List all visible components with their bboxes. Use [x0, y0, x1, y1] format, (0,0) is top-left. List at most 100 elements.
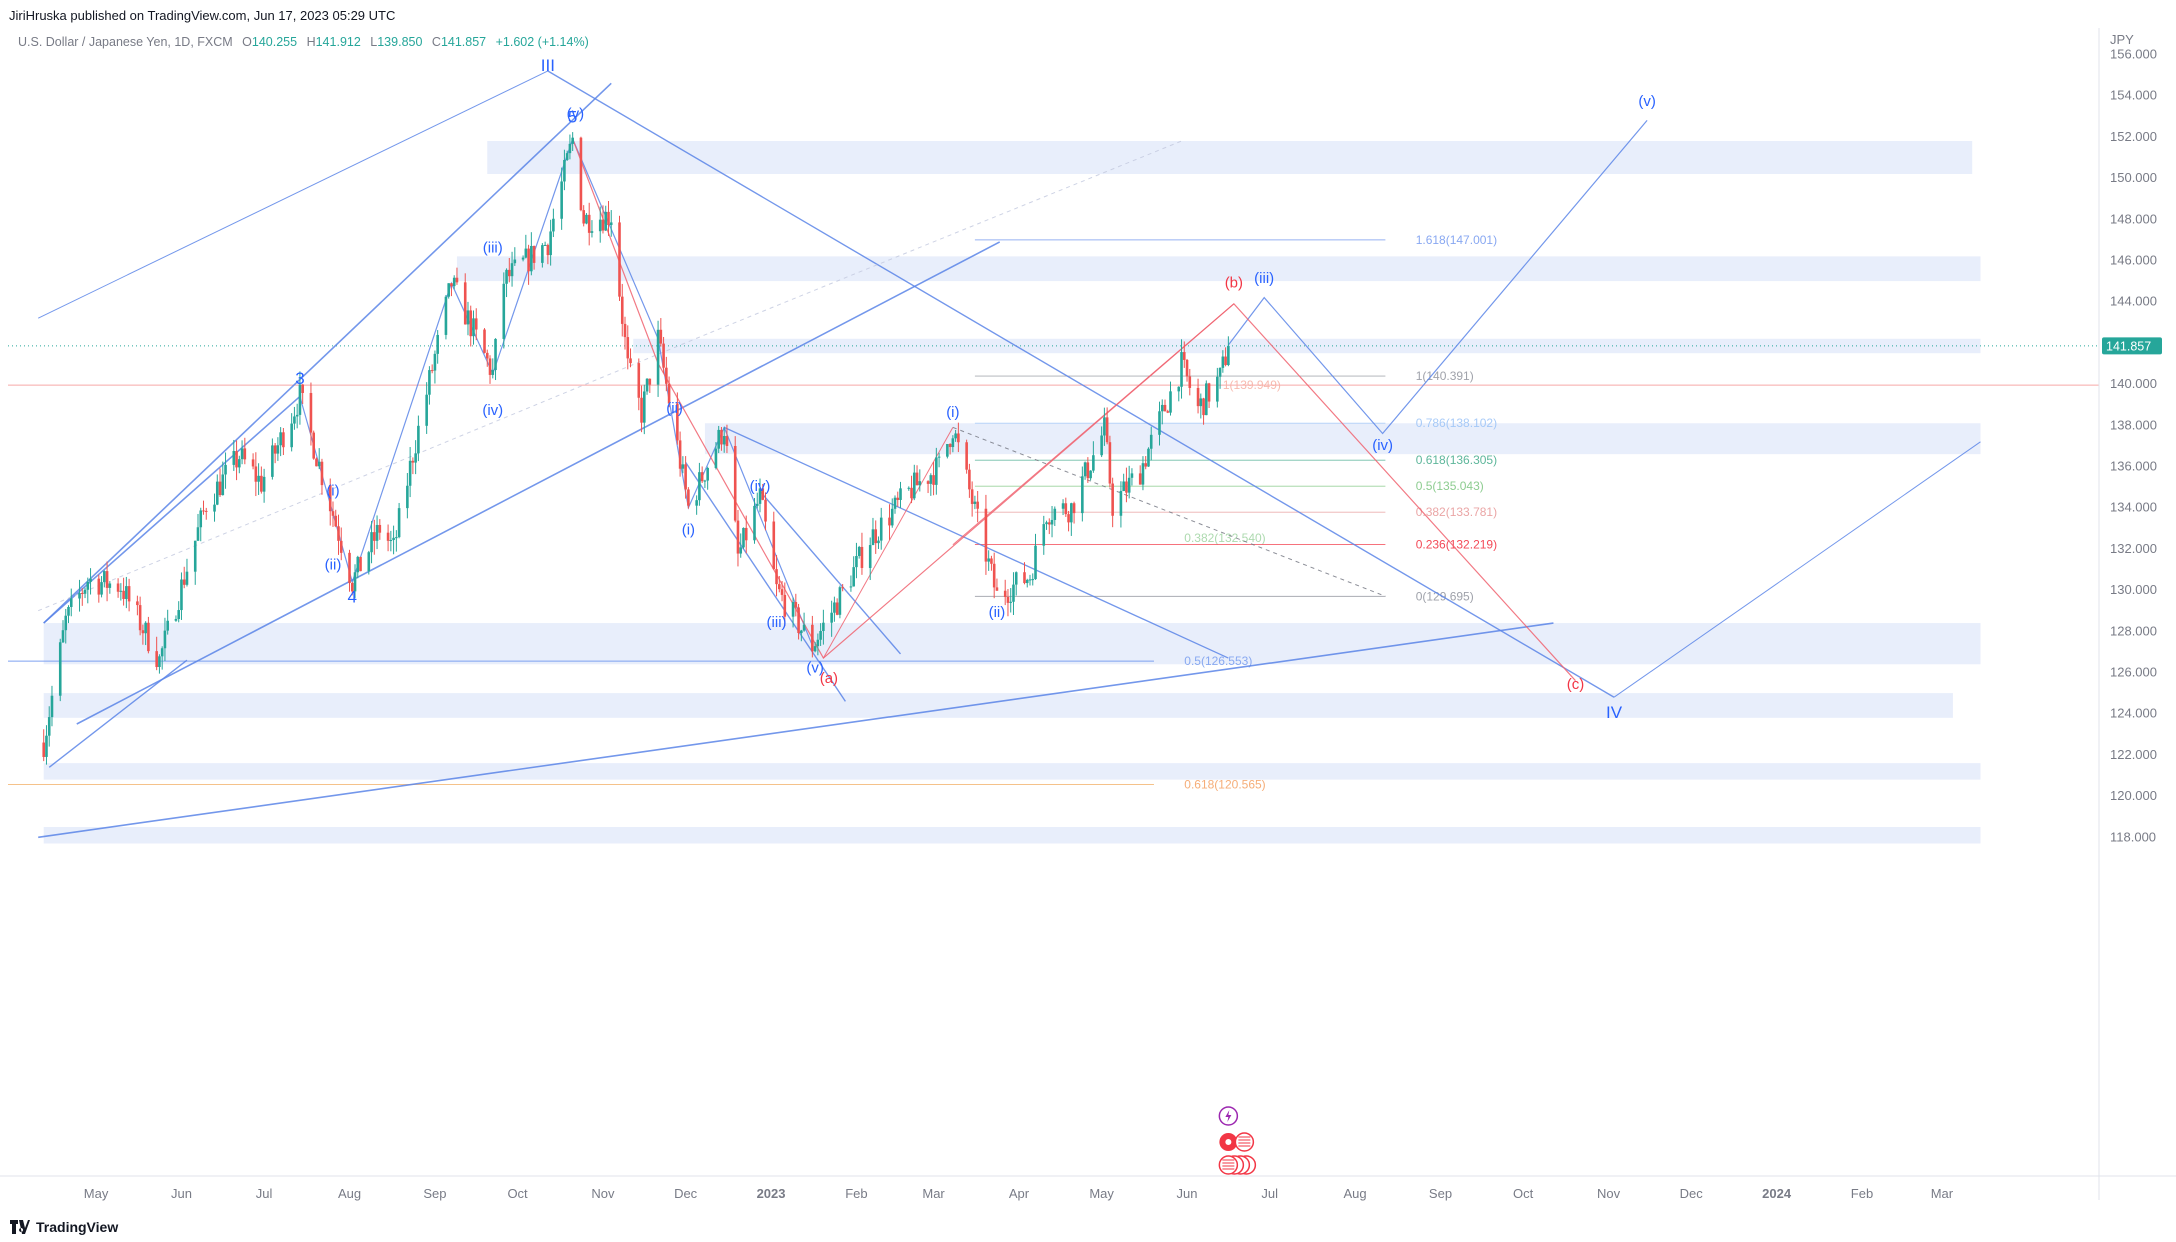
candle-body — [822, 622, 825, 631]
candle-body — [1216, 376, 1219, 402]
candle-body — [224, 464, 227, 475]
candle-body — [1028, 579, 1032, 581]
candle-body — [667, 383, 671, 404]
candle-body — [1006, 596, 1010, 603]
candle-body — [871, 529, 875, 546]
support-resistance-zone — [43, 693, 1953, 718]
month-tick-label: Nov — [1597, 1186, 1621, 1201]
candle-body — [698, 472, 701, 501]
candle-body — [800, 630, 803, 634]
symbol-title: U.S. Dollar / Japanese Yen, 1D, FXCM — [18, 35, 233, 49]
close-value: 141.857 — [441, 35, 486, 49]
wave-label: (iii) — [767, 614, 787, 631]
candle-body — [389, 540, 393, 542]
candle-body — [1092, 455, 1095, 471]
candle-body — [830, 612, 833, 623]
tradingview-brand[interactable]: TradingView — [10, 1219, 118, 1235]
candle-body — [623, 323, 627, 338]
candle-body — [359, 556, 362, 572]
candle-body — [932, 475, 935, 485]
price-axis[interactable]: 156.000 154.000 152.000 150.000 148.000 146.0… — [2110, 47, 2157, 845]
candle-body — [240, 448, 244, 460]
economic-event-icon[interactable] — [1219, 1132, 1255, 1152]
candle-body — [852, 567, 855, 587]
price-tick-label: 130.000 — [2110, 582, 2157, 597]
month-tick-label: Sep — [1429, 1186, 1452, 1201]
candle-body — [1144, 463, 1148, 467]
candle-body — [334, 515, 338, 527]
high-value: 141.912 — [316, 35, 361, 49]
event-icons-layer[interactable] — [1218, 1106, 1257, 1175]
candle-body — [430, 370, 434, 372]
candle-body — [797, 607, 800, 634]
candle-body — [375, 524, 379, 541]
candle-body — [973, 501, 977, 504]
wave-label: (b) — [1225, 274, 1243, 291]
lightning-event-icon[interactable] — [1218, 1106, 1239, 1126]
month-tick-label: Aug — [1344, 1186, 1367, 1201]
candle-body — [772, 521, 776, 570]
candle-body — [720, 429, 723, 445]
fib-level-label: 0.618(136.305) — [1416, 453, 1497, 467]
candle-body — [855, 556, 858, 568]
candle-body — [700, 472, 704, 482]
candle-body — [890, 508, 894, 526]
channel-lower-2 — [76, 241, 1001, 725]
support-resistance-zone — [43, 623, 1981, 665]
candle-body — [1050, 519, 1054, 525]
candle-body — [1012, 584, 1015, 602]
candle-body — [337, 526, 340, 541]
candle-body — [339, 540, 343, 553]
candle-body — [472, 318, 475, 337]
candle-body — [144, 622, 147, 634]
candle-body — [1042, 524, 1046, 546]
candle-body — [1221, 356, 1225, 368]
symbol-legend[interactable]: U.S. Dollar / Japanese Yen, 1D, FXCM O14… — [18, 35, 589, 49]
candle-body — [794, 602, 798, 608]
close-label: C — [432, 35, 441, 49]
price-tick-label: 136.000 — [2110, 459, 2157, 474]
candle-body — [202, 510, 205, 512]
candle-body — [604, 211, 608, 231]
candle-body — [193, 540, 197, 572]
candle-body — [695, 500, 698, 506]
candle-body — [238, 459, 241, 468]
candle-body — [160, 648, 164, 657]
wave-label: (iv) — [750, 478, 771, 495]
candle-body — [926, 481, 930, 484]
low-label: L — [370, 35, 377, 49]
candle-body — [1108, 442, 1112, 484]
candle-body — [295, 414, 299, 417]
month-tick-label: Oct — [1513, 1186, 1534, 1201]
candle-body — [912, 472, 916, 499]
candle-body — [549, 231, 552, 256]
candle-body — [1119, 491, 1123, 516]
candle-body — [1199, 398, 1203, 407]
candle-body — [1072, 503, 1076, 514]
candle-body — [1138, 473, 1142, 485]
open-value: 140.255 — [252, 35, 297, 49]
candle-body — [417, 425, 420, 454]
candle-body — [1149, 434, 1153, 449]
candle-body — [1070, 503, 1073, 523]
candle-body — [320, 461, 324, 486]
time-axis[interactable]: May Jun Jul Aug Sep Oct Nov Dec 2023 Feb Mar Apr May… — [84, 1186, 1954, 1201]
candle-body — [309, 392, 313, 433]
candle-body — [97, 578, 101, 595]
candle-body — [474, 318, 478, 330]
stacked-events-icon[interactable] — [1218, 1155, 1257, 1175]
candle-body — [629, 358, 632, 364]
candle-body — [527, 248, 530, 272]
candle-body — [590, 231, 594, 233]
candle-body — [601, 219, 605, 231]
candle-body — [466, 310, 470, 325]
candle-body — [753, 505, 756, 541]
candle-body — [1014, 572, 1018, 585]
candle-body — [348, 552, 351, 583]
candle-body — [879, 517, 883, 541]
lightning-glyph — [1225, 1110, 1232, 1122]
candle-body — [447, 283, 450, 297]
candle-body — [571, 137, 574, 144]
wave-label: 4 — [348, 587, 357, 606]
